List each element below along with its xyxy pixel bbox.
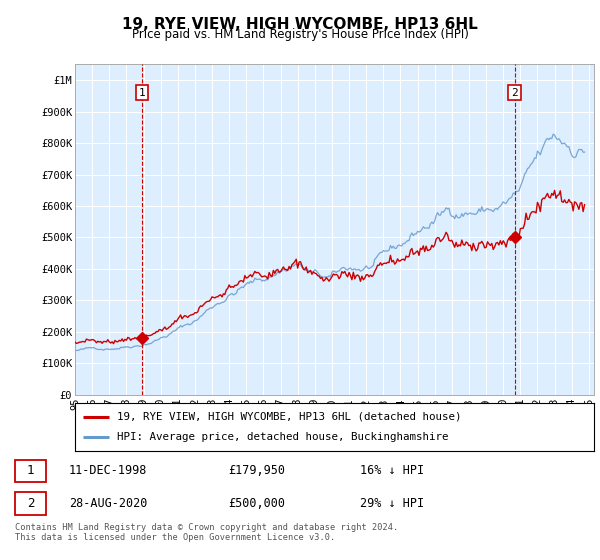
- Text: 16% ↓ HPI: 16% ↓ HPI: [360, 464, 424, 478]
- Text: 11-DEC-1998: 11-DEC-1998: [69, 464, 148, 478]
- Text: 29% ↓ HPI: 29% ↓ HPI: [360, 497, 424, 510]
- Text: HPI: Average price, detached house, Buckinghamshire: HPI: Average price, detached house, Buck…: [116, 432, 448, 442]
- Text: £500,000: £500,000: [228, 497, 285, 510]
- Text: £179,950: £179,950: [228, 464, 285, 478]
- Text: 28-AUG-2020: 28-AUG-2020: [69, 497, 148, 510]
- Text: 2: 2: [27, 497, 34, 510]
- Text: 19, RYE VIEW, HIGH WYCOMBE, HP13 6HL (detached house): 19, RYE VIEW, HIGH WYCOMBE, HP13 6HL (de…: [116, 412, 461, 422]
- FancyBboxPatch shape: [15, 492, 46, 515]
- Text: 1: 1: [27, 464, 34, 478]
- Text: Price paid vs. HM Land Registry's House Price Index (HPI): Price paid vs. HM Land Registry's House …: [131, 28, 469, 41]
- Text: 2: 2: [511, 88, 518, 97]
- Text: 19, RYE VIEW, HIGH WYCOMBE, HP13 6HL: 19, RYE VIEW, HIGH WYCOMBE, HP13 6HL: [122, 17, 478, 32]
- Text: 1: 1: [139, 88, 145, 97]
- FancyBboxPatch shape: [15, 460, 46, 482]
- Text: Contains HM Land Registry data © Crown copyright and database right 2024.
This d: Contains HM Land Registry data © Crown c…: [15, 523, 398, 543]
